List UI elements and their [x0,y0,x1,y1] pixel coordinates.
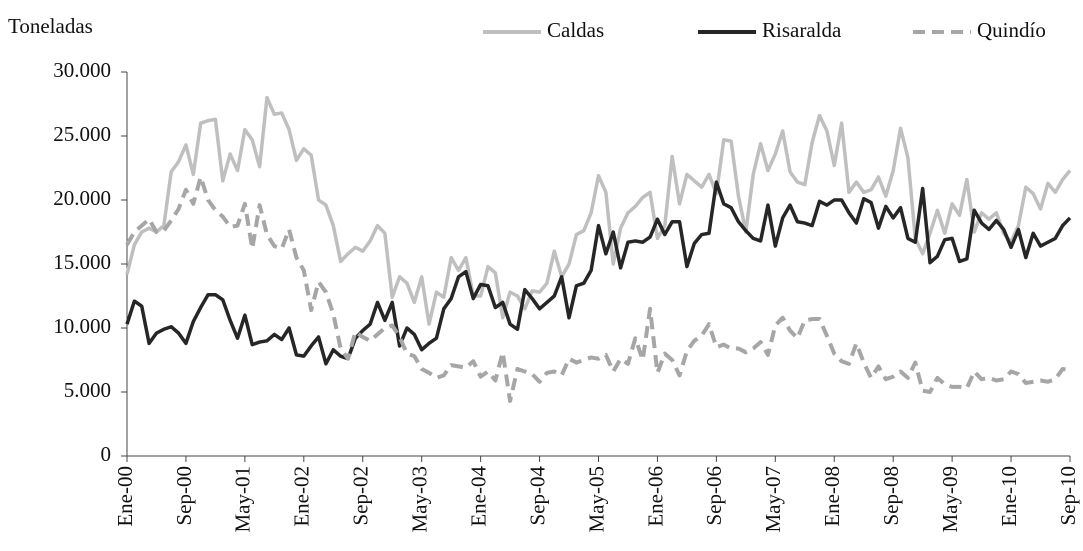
x-tick-label: Sep-08 [879,466,903,526]
y-tick-label: 20.000 [53,186,111,210]
x-tick-label: May-09 [938,466,962,533]
x-tick-label: May-05 [584,466,608,533]
x-tick-label: Ene-02 [290,466,314,527]
y-tick-label: 30.000 [53,58,111,82]
x-tick-label: Ene-04 [466,466,490,527]
legend-label: Risaralda [762,18,842,42]
y-axis-title: Toneladas [8,14,93,38]
x-tick-label: Sep-10 [1056,466,1080,526]
x-tick-label: Ene-08 [820,466,844,527]
x-tick-label: May-07 [761,466,785,533]
y-tick-label: 15.000 [53,250,111,274]
x-tick-label: Ene-00 [113,466,137,527]
x-tick-label: May-03 [408,466,432,533]
legend-label: Caldas [547,18,604,42]
y-tick-label: 5.000 [64,378,111,402]
x-tick-label: Sep-06 [702,466,726,526]
x-tick-label: May-01 [231,466,255,533]
x-tick-label: Ene-10 [997,466,1021,527]
y-tick-label: 0 [101,442,112,466]
series-line [125,180,1072,366]
x-tick-label: Sep-04 [525,466,549,526]
x-tick-label: Sep-02 [349,466,373,526]
x-tick-label: Sep-00 [172,466,196,526]
x-tick-label: Ene-06 [643,466,667,527]
series-line [125,174,1071,403]
series-line [125,95,1072,326]
y-tick-label: 25.000 [53,122,111,146]
y-tick-label: 10.000 [53,314,111,338]
legend-label: Quindío [977,18,1046,42]
